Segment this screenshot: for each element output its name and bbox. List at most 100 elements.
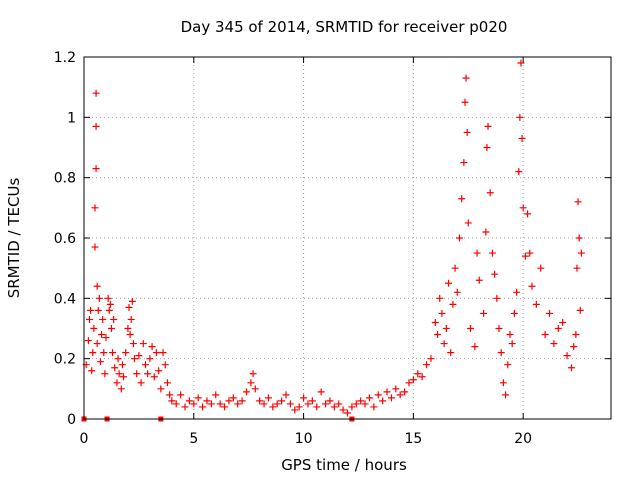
data-point [93, 340, 101, 348]
data-point [434, 331, 442, 339]
data-point [517, 59, 525, 67]
data-point [572, 331, 580, 339]
data-point [308, 397, 316, 405]
data-point [438, 309, 446, 317]
data-point [106, 300, 114, 308]
data-point [185, 397, 193, 405]
data-point [461, 98, 469, 106]
data-point [273, 400, 281, 408]
data-point [431, 318, 439, 326]
tick-labels: 0 5 10 15 20 0 0.2 0.4 0.6 0.8 1 1.2 [54, 50, 532, 447]
data-point [177, 391, 185, 399]
data-point [221, 403, 229, 411]
data-point [90, 325, 98, 332]
data-point [383, 388, 391, 396]
data-point [447, 349, 455, 357]
data-point [161, 361, 169, 369]
data-point [249, 370, 257, 378]
y-tick-label: 0.6 [54, 231, 76, 247]
data-point [105, 306, 113, 314]
data-point [157, 385, 165, 393]
data-point [135, 352, 143, 360]
data-point [499, 379, 507, 387]
data-point [181, 403, 189, 411]
data-point [392, 385, 400, 393]
data-point [87, 306, 95, 314]
data-point [190, 400, 198, 408]
data-point [155, 367, 163, 375]
data-point [502, 391, 510, 399]
data-point [550, 340, 558, 348]
data-point [234, 400, 242, 408]
data-point [504, 361, 512, 369]
data-point [537, 264, 545, 272]
y-tick-label: 1 [67, 110, 76, 126]
x-tick-label: 10 [295, 431, 313, 447]
data-point [480, 309, 488, 317]
x-axis-label: GPS time / hours [281, 456, 407, 474]
data-point [352, 400, 360, 408]
data-point [471, 343, 479, 351]
data-point [335, 400, 343, 408]
data-point [466, 325, 474, 332]
data-point [92, 122, 100, 130]
data-point [133, 370, 141, 378]
data-point [95, 294, 103, 302]
data-point [401, 388, 409, 396]
data-point [129, 340, 137, 348]
data-point [128, 297, 136, 305]
data-point [409, 376, 417, 384]
data-point [101, 370, 109, 378]
data-point [361, 400, 369, 408]
data-point [482, 228, 490, 236]
data-point [137, 379, 145, 387]
data-point [418, 373, 426, 381]
data-point [442, 325, 450, 332]
data-point [152, 349, 160, 357]
data-point [247, 379, 255, 387]
data-point [370, 403, 378, 411]
data-point [427, 355, 435, 363]
data-point [436, 294, 444, 302]
data-point [458, 195, 466, 203]
data-point [194, 394, 202, 402]
data-point [464, 219, 472, 227]
data-point [286, 400, 294, 408]
data-point [282, 391, 290, 399]
data-point [515, 168, 523, 176]
data-point [573, 264, 581, 272]
data-point [212, 391, 220, 399]
data-point [519, 204, 527, 212]
data-point [256, 397, 264, 405]
data-point [199, 403, 207, 411]
data-point [486, 189, 494, 197]
data-point [96, 358, 104, 366]
data-point [317, 388, 325, 396]
data-point [455, 234, 463, 242]
x-tick-label: 5 [189, 431, 198, 447]
data-point [91, 204, 99, 212]
data-point [423, 361, 431, 369]
data-point [348, 403, 356, 411]
data-point [495, 325, 503, 332]
data-point [172, 400, 180, 408]
data-point [326, 397, 334, 405]
data-point [150, 373, 158, 381]
data-point [92, 89, 100, 97]
chart-title: Day 345 of 2014, SRMTID for receiver p02… [181, 18, 508, 36]
data-point [554, 325, 562, 332]
data-point [576, 306, 584, 314]
data-point [295, 403, 303, 411]
data-point [131, 355, 139, 363]
data-point [251, 385, 259, 393]
y-tick-label: 0.4 [54, 291, 76, 307]
data-point [242, 388, 250, 396]
data-point [365, 394, 373, 402]
data-point [113, 379, 121, 387]
data-point [269, 403, 277, 411]
y-tick-label: 1.2 [54, 50, 76, 66]
data-point [513, 288, 521, 296]
data-point [229, 394, 237, 402]
x-tick-label: 20 [514, 431, 532, 447]
